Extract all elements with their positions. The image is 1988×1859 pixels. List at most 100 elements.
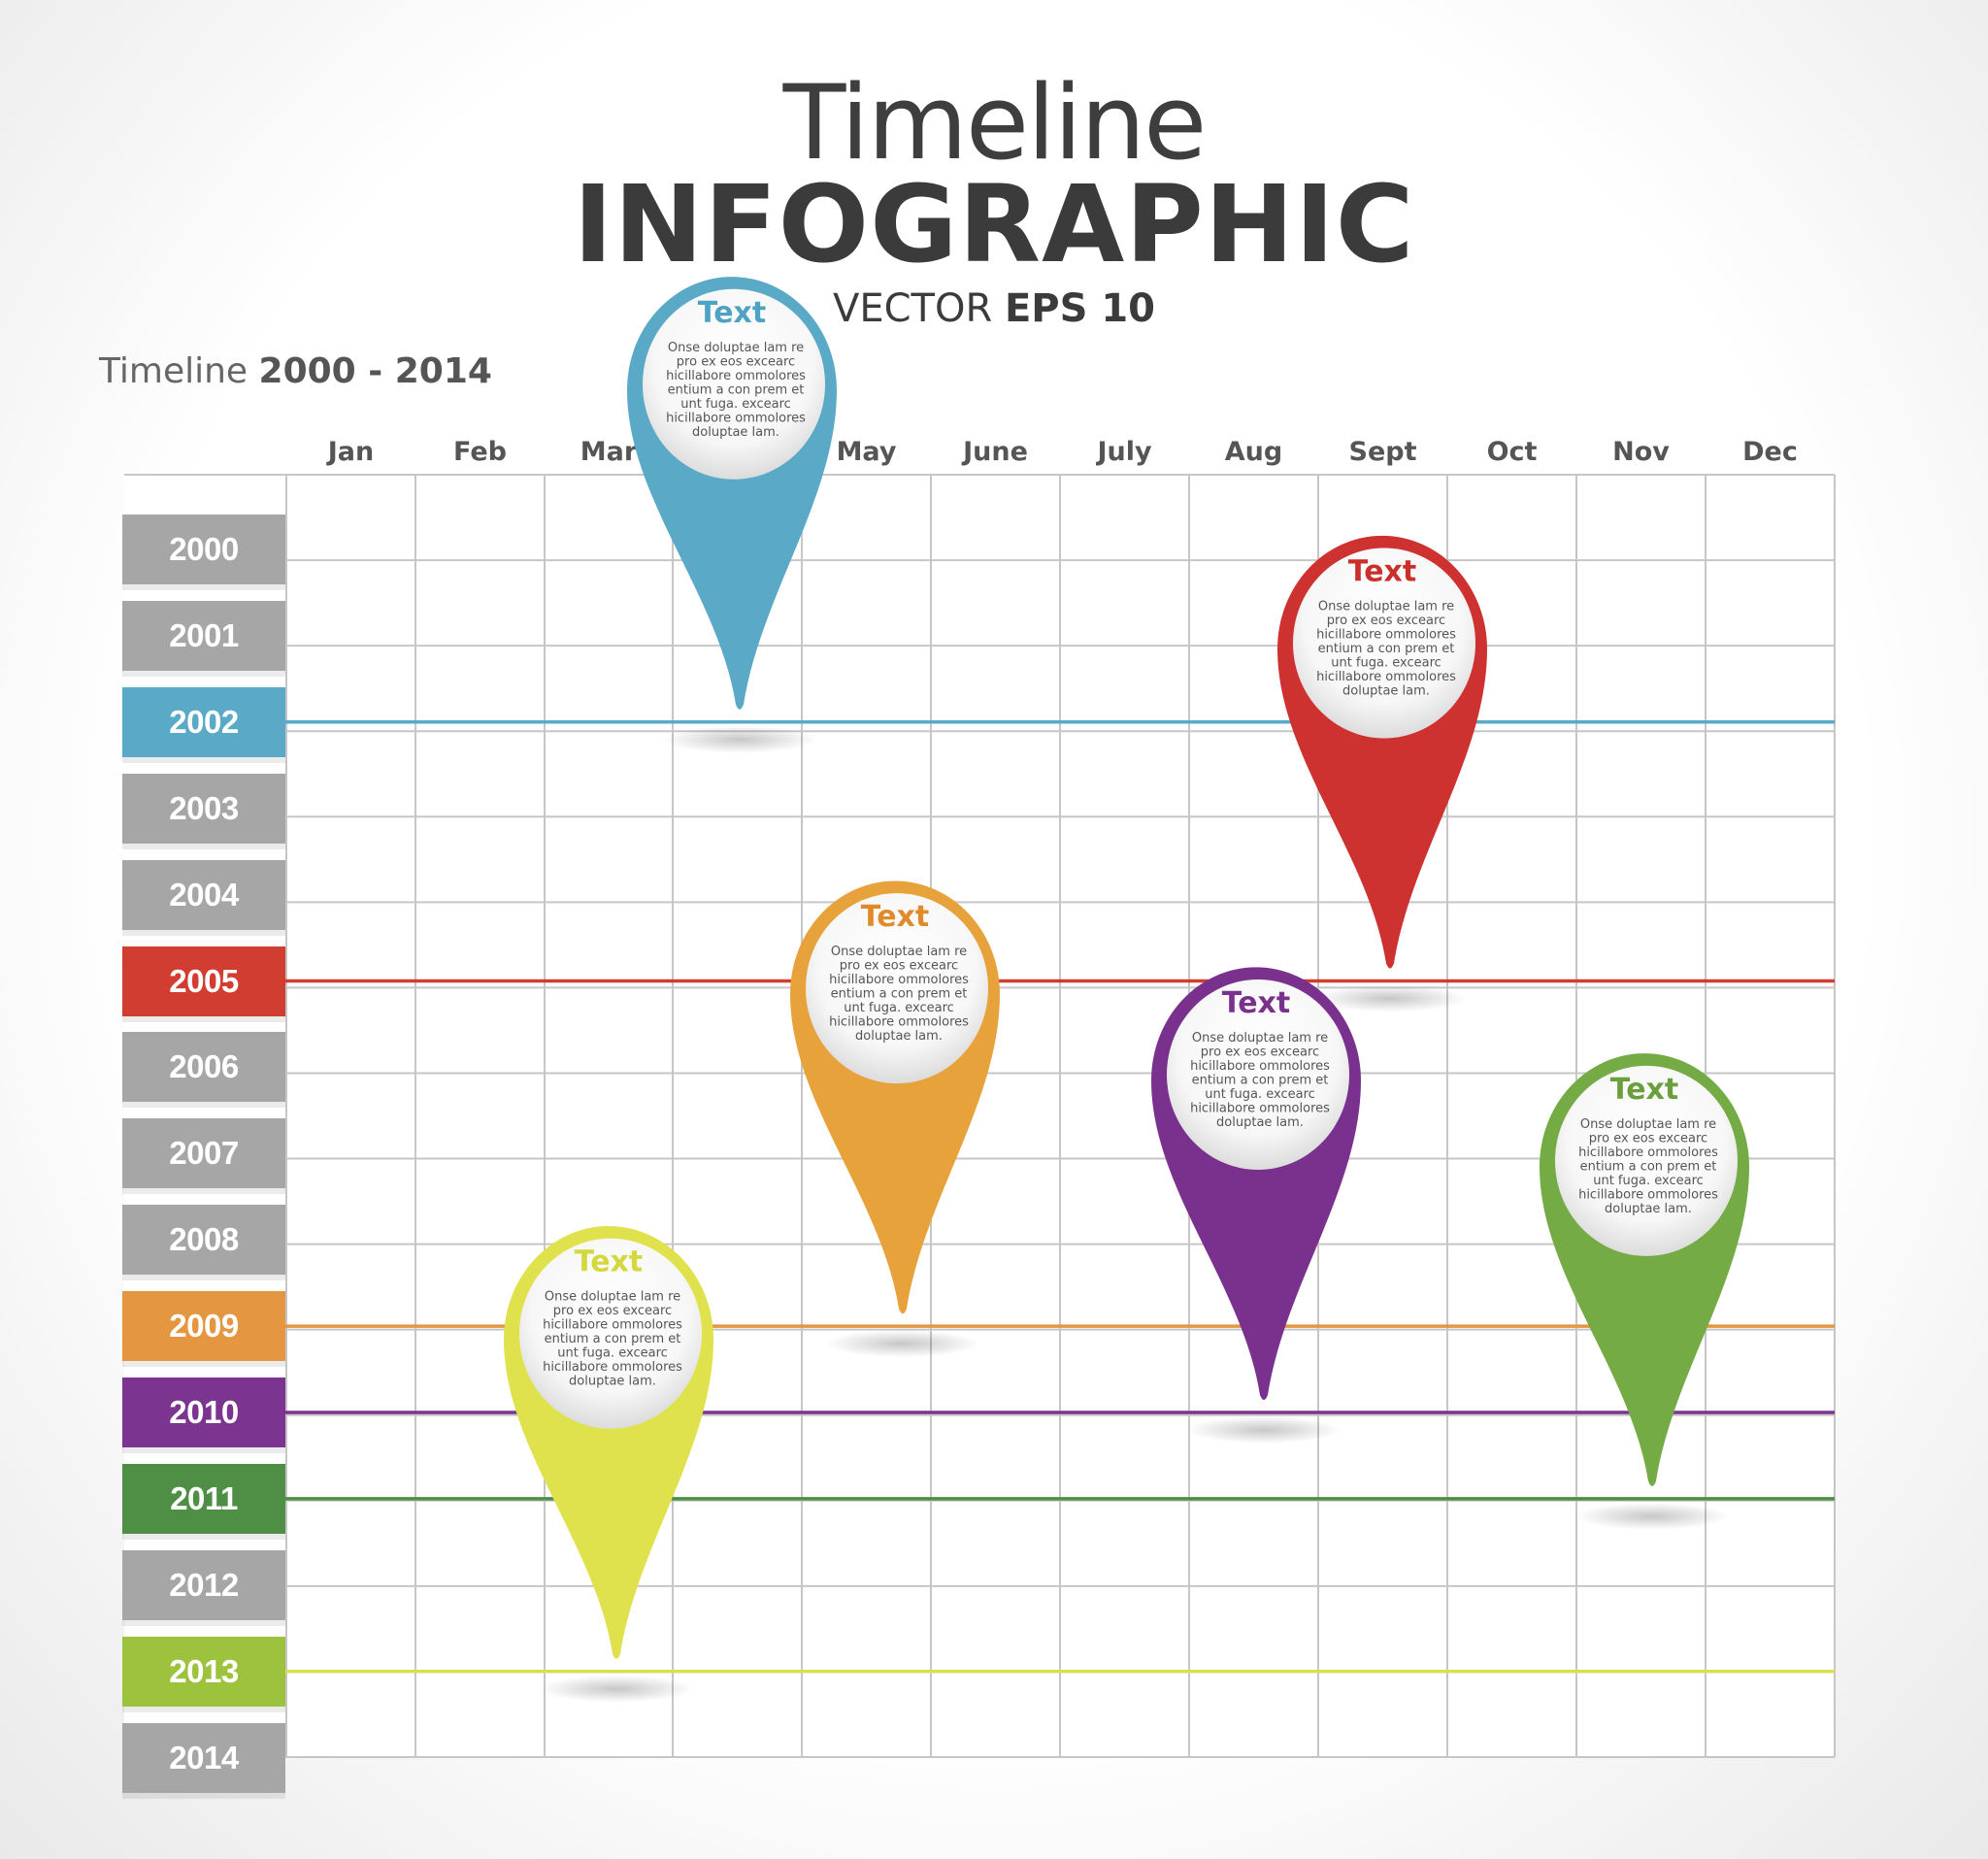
pin-inner-circle xyxy=(1167,979,1349,1170)
pin-text-line: doluptae lam. xyxy=(569,1375,656,1389)
pin-text-line: entium a con prem et xyxy=(1192,1074,1329,1088)
month-label: July xyxy=(1097,437,1152,467)
pin-shadow xyxy=(1312,984,1468,1012)
month-label: May xyxy=(836,437,897,467)
month-label: Feb xyxy=(453,437,507,467)
pin-text-line: hicillabore ommolores xyxy=(1316,670,1456,684)
pin-text-line: doluptae lam. xyxy=(692,425,779,440)
year-label-2002: 2002 xyxy=(122,686,285,763)
pin-text-line: hicillabore ommolores xyxy=(666,369,806,383)
pin-shadow xyxy=(1574,1502,1730,1530)
pin-text-line: Onse doluptae lam re xyxy=(1580,1117,1716,1132)
pin-text-line: entium a con prem et xyxy=(831,987,968,1002)
pin-title: Text xyxy=(575,1245,644,1279)
pin-inner-circle xyxy=(806,893,988,1084)
subtitle-prefix: VECTOR xyxy=(832,286,1005,331)
pin-shadow xyxy=(1186,1416,1342,1444)
pin-text-line: unt fuga. excearc xyxy=(1205,1087,1315,1102)
pin-title: Text xyxy=(698,296,767,330)
pin-text-line: pro ex eos excearc xyxy=(1201,1046,1319,1060)
pin-text-line: hicillabore ommolores xyxy=(543,1318,682,1333)
month-label: Oct xyxy=(1486,437,1538,467)
year-label-2006: 2006 xyxy=(122,1032,285,1109)
month-label: Dec xyxy=(1742,437,1798,467)
pin-text-line: unt fuga. excearc xyxy=(844,1001,954,1015)
pin-text-line: pro ex eos excearc xyxy=(1327,614,1445,628)
year-label-2013: 2013 xyxy=(122,1636,285,1712)
pin-shadow xyxy=(662,725,817,753)
year-label-2008: 2008 xyxy=(122,1205,285,1281)
title-timeline: Timeline xyxy=(782,63,1208,183)
pin-text-line: entium a con prem et xyxy=(1580,1159,1717,1174)
pin-text-line: Onse doluptae lam re xyxy=(831,945,967,959)
pin-text-line: entium a con prem et xyxy=(668,382,805,397)
pin-shadow xyxy=(539,1675,694,1703)
month-label: Aug xyxy=(1224,437,1283,467)
pin-text-line: unt fuga. excearc xyxy=(1593,1174,1704,1188)
pin-text-line: entium a con prem et xyxy=(545,1332,681,1346)
pin-shadow xyxy=(825,1330,980,1358)
year-label-2000: 2000 xyxy=(122,515,285,590)
pin-text-line: hicillabore ommolores xyxy=(1190,1102,1330,1116)
pin-title: Text xyxy=(861,900,930,934)
year-label-2010: 2010 xyxy=(122,1378,285,1453)
year-label-2003: 2003 xyxy=(122,773,285,849)
year-label-2001: 2001 xyxy=(122,600,285,677)
pin-text-line: unt fuga. excearc xyxy=(557,1346,668,1361)
year-label-2004: 2004 xyxy=(122,859,285,936)
pin-text-line: doluptae lam. xyxy=(855,1029,943,1044)
pin-text-line: unt fuga. excearc xyxy=(680,397,791,412)
pin-text-line: pro ex eos excearc xyxy=(677,354,795,369)
grid-background xyxy=(124,475,1835,1757)
pin-text-line: doluptae lam. xyxy=(1342,684,1430,699)
pin-text-line: entium a con prem et xyxy=(1318,642,1455,656)
pin-inner-circle xyxy=(1555,1065,1738,1256)
pin-title: Text xyxy=(1610,1073,1679,1107)
year-label-2011: 2011 xyxy=(122,1463,285,1540)
pin-text-line: hicillabore ommolores xyxy=(1578,1145,1718,1160)
month-label: June xyxy=(963,437,1028,467)
month-label: Sept xyxy=(1348,437,1417,467)
year-label-2007: 2007 xyxy=(122,1118,285,1195)
pin-text-line: pro ex eos excearc xyxy=(553,1304,672,1318)
pin-inner-circle xyxy=(519,1238,702,1429)
pin-inner-circle xyxy=(643,288,825,480)
pin-text-line: pro ex eos excearc xyxy=(840,959,958,974)
subtitle: VECTOR EPS 10 xyxy=(0,289,1988,328)
pin-text-line: hicillabore ommolores xyxy=(666,411,806,425)
pin-text-line: Onse doluptae lam re xyxy=(545,1290,680,1305)
pin-text-line: hicillabore ommolores xyxy=(829,973,969,987)
pin-text-line: Onse doluptae lam re xyxy=(1192,1031,1328,1046)
range-prefix: Timeline xyxy=(99,351,259,391)
month-label: Mar xyxy=(580,437,638,467)
pin-text-line: hicillabore ommolores xyxy=(1316,628,1456,643)
pin-text-line: doluptae lam. xyxy=(1605,1202,1692,1216)
pin-title: Text xyxy=(1222,986,1291,1020)
year-label-2009: 2009 xyxy=(122,1291,285,1368)
range-years: 2000 - 2014 xyxy=(258,351,492,391)
pin-text-line: Onse doluptae lam re xyxy=(668,341,804,355)
month-label: Nov xyxy=(1612,437,1670,467)
pin-text-line: Onse doluptae lam re xyxy=(1318,600,1454,614)
pin-text-line: doluptae lam. xyxy=(1216,1115,1304,1130)
pin-text-line: unt fuga. excearc xyxy=(1331,656,1441,671)
pin-inner-circle xyxy=(1293,548,1475,739)
pin-text-line: hicillabore ommolores xyxy=(543,1360,682,1375)
pin-text-line: pro ex eos excearc xyxy=(1589,1131,1707,1145)
pin-text-line: hicillabore ommolores xyxy=(1190,1059,1330,1074)
pin-text-line: hicillabore ommolores xyxy=(829,1015,969,1030)
pin-text-line: hicillabore ommolores xyxy=(1578,1187,1718,1202)
title-infographic: INFOGRAPHIC xyxy=(573,162,1415,286)
year-label-2014: 2014 xyxy=(122,1722,285,1799)
month-label: Jan xyxy=(327,437,375,467)
subtitle-bold: EPS 10 xyxy=(1004,286,1156,331)
timeline-range-label: Timeline 2000 - 2014 xyxy=(99,354,492,389)
